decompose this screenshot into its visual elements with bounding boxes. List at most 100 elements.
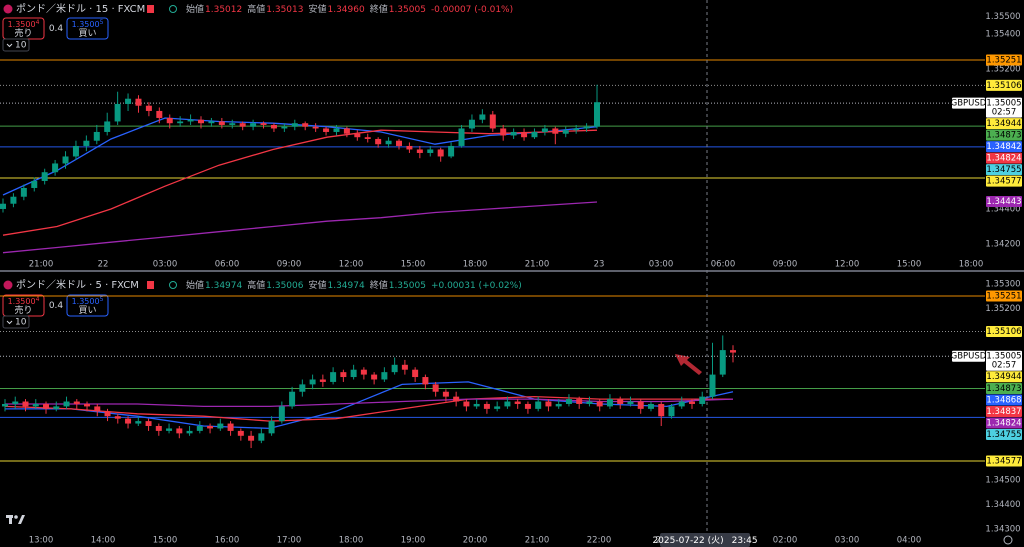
level-tag (986, 406, 1022, 418)
candle-body (422, 377, 429, 385)
candle-body (323, 128, 330, 132)
candle-body (177, 121, 184, 124)
time-tick-label: 06:00 (711, 260, 736, 270)
sell-price: 1.35004 (8, 19, 40, 29)
level-price: 1.35106 (986, 327, 1021, 337)
candle-body (125, 418, 132, 424)
level-tag (986, 141, 1022, 153)
high: 1.35006 (266, 281, 303, 291)
buy-button[interactable] (66, 17, 109, 40)
level-tag (986, 455, 1022, 467)
close-label: 終値 (370, 279, 388, 291)
indicator-toggle[interactable] (2, 38, 30, 52)
time-tick-label: 15:00 (153, 536, 178, 546)
price-tick-label: 1.34400 (985, 204, 1020, 214)
candle-body (448, 145, 455, 157)
candle-body (302, 123, 309, 127)
candle-body (658, 403, 665, 417)
candle-body (627, 401, 634, 404)
candle-body (32, 403, 39, 407)
candle-body (260, 123, 267, 125)
candle-body (483, 403, 490, 409)
buy-button[interactable] (66, 294, 109, 317)
candle-body (312, 126, 319, 129)
logo (6, 515, 25, 524)
crosshair-time-tag (660, 533, 750, 547)
candle-body (576, 399, 583, 404)
level-tag (986, 164, 1022, 176)
low-label: 安値 (308, 279, 326, 291)
time-tick-label: 17:00 (277, 536, 302, 546)
level-price: 1.35251 (986, 292, 1021, 302)
price: 1.3500 (8, 20, 36, 29)
time-tick-label: 19:00 (401, 536, 426, 546)
level-price: 1.34842 (986, 142, 1021, 152)
time-tick-label: 03:00 (153, 260, 178, 270)
moving-average (2, 117, 598, 196)
symbol-icon (3, 4, 13, 14)
time-tick-label: 12:00 (339, 260, 364, 270)
candle-body (198, 119, 204, 124)
time: 23:45 (732, 536, 758, 546)
level-price: 1.34824 (986, 154, 1021, 164)
open: 1.34974 (205, 281, 242, 291)
candle-body (72, 145, 79, 157)
current-price-tag (986, 97, 1022, 118)
indicator-toggle[interactable] (2, 315, 30, 329)
candle-body (375, 138, 382, 145)
eye-icon[interactable] (169, 281, 177, 289)
candle-body (391, 364, 398, 373)
candle-body (239, 123, 246, 127)
candle-body (166, 117, 173, 124)
time-tick-label: 06:00 (215, 260, 240, 270)
candle-body (208, 121, 215, 124)
candle-body (104, 121, 111, 132)
candle-body (166, 428, 173, 431)
level-price: 1.34873 (986, 384, 1021, 394)
candle-body (458, 128, 465, 146)
moving-average (2, 129, 598, 236)
date: 2025-07-22 (火) (652, 535, 723, 546)
level-price: 1.34868 (986, 396, 1021, 406)
candle-body (299, 384, 306, 392)
alert-icon[interactable] (147, 281, 154, 289)
symbol-tag (952, 97, 985, 109)
candle-body (187, 119, 194, 122)
open-label: 始値 (186, 279, 204, 291)
candle-body (268, 421, 275, 434)
candle-body (617, 399, 624, 404)
time-tick-label: 09:00 (773, 260, 798, 270)
open-label: 始値 (186, 3, 204, 15)
candle-body (62, 156, 69, 164)
close-label: 終値 (370, 3, 388, 15)
candle-body (343, 128, 350, 134)
candle-body (0, 203, 6, 209)
candle-body (521, 131, 528, 138)
alert-icon[interactable] (147, 5, 154, 13)
candle-body (114, 416, 121, 419)
level-tag (986, 326, 1022, 338)
settings-icon[interactable] (1003, 535, 1013, 545)
ohlc: 始値1.35012 高値1.35013 安値1.34960 終値1.35005 -0.0… (186, 3, 513, 15)
candle-body (531, 131, 538, 138)
spread: 0.4 (49, 301, 64, 311)
candle-body (562, 130, 569, 134)
level-tag (986, 175, 1022, 187)
price-tick-label: 1.34400 (985, 500, 1020, 510)
ohlc: 始値1.34974 高値1.35006 安値1.34974 終値1.35005 +0.0… (186, 279, 522, 291)
candle-body (453, 396, 460, 402)
candle-body (22, 401, 29, 407)
candle-body (432, 384, 439, 392)
candle-body (278, 406, 285, 422)
candle-body (319, 379, 326, 382)
buy-price: 1.35005 (72, 296, 104, 306)
candle-body (12, 401, 19, 404)
candle-body (53, 406, 60, 409)
candle-body (583, 126, 590, 129)
candle-body (291, 123, 298, 127)
candle-body (135, 98, 142, 106)
time-tick-label: 22:00 (587, 536, 612, 546)
candle-body (442, 391, 449, 397)
eye-icon[interactable] (169, 5, 177, 13)
